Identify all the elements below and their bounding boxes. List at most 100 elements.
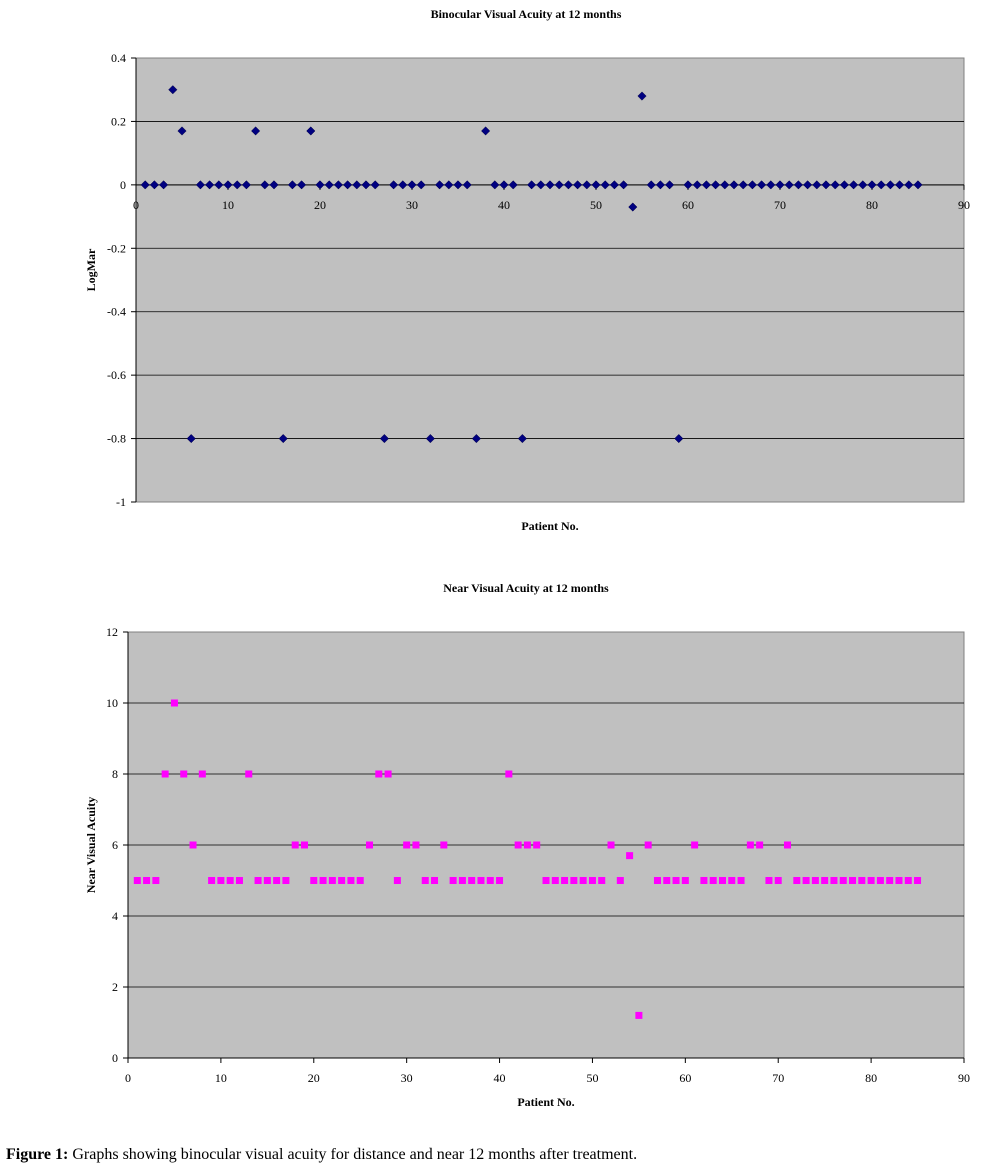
data-point [398, 180, 408, 190]
data-point [254, 877, 262, 884]
data-point [737, 877, 745, 884]
data-point [570, 877, 578, 884]
data-point [189, 841, 197, 849]
data-point [886, 877, 894, 884]
data-point [453, 180, 463, 190]
data-point [287, 180, 297, 190]
data-point [389, 180, 399, 190]
data-point [554, 180, 564, 190]
data-point [251, 126, 261, 136]
data-point [588, 877, 596, 884]
data-point [161, 770, 169, 778]
data-point [343, 180, 353, 190]
data-point [328, 877, 336, 884]
data-point [867, 877, 875, 884]
chart-1-title: Binocular Visual Acuity at 12 months [431, 7, 622, 21]
data-point [170, 699, 178, 707]
data-point [361, 180, 371, 190]
data-point [573, 180, 583, 190]
data-point [876, 877, 884, 884]
data-point [672, 877, 680, 884]
data-point [499, 180, 509, 190]
data-point [646, 180, 656, 190]
figure-caption-label: Figure 1: [6, 1146, 69, 1163]
data-point [425, 434, 435, 444]
data-point [310, 877, 318, 884]
y-tick-label: 6 [112, 838, 118, 852]
x-tick-label: 90 [958, 1071, 970, 1085]
data-point [208, 877, 216, 884]
data-point [508, 180, 518, 190]
chart-2-title: Near Visual Acuity at 12 months [443, 581, 609, 595]
chart-1-data-points [140, 85, 923, 444]
data-point [551, 877, 559, 884]
data-point [561, 877, 569, 884]
data-point [849, 877, 857, 884]
data-point [195, 180, 205, 190]
data-point [333, 180, 343, 190]
data-point [338, 877, 346, 884]
data-point [486, 877, 494, 884]
data-point [757, 180, 767, 190]
data-point [245, 770, 253, 778]
data-point [709, 877, 717, 884]
x-tick-label: 0 [133, 198, 139, 212]
data-point [536, 180, 546, 190]
data-point [839, 180, 849, 190]
y-tick-label: -0.4 [107, 305, 126, 319]
data-point [471, 434, 481, 444]
y-tick-label: -0.2 [107, 241, 126, 255]
chart-2-gridlines [128, 702, 964, 988]
data-point [913, 180, 923, 190]
data-point [720, 180, 730, 190]
y-tick-label: 0 [112, 1051, 118, 1065]
data-point [352, 180, 362, 190]
data-point [481, 126, 491, 136]
data-point [867, 180, 877, 190]
data-point [858, 180, 868, 190]
chart-near-visual-acuity: Near Visual Acuity at 12 months 12 10 8 6 4 2… [84, 581, 970, 1109]
data-point [876, 180, 886, 190]
chart-2-y-ticks: 12 10 8 6 4 2 0 [106, 625, 129, 1065]
x-tick-label: 40 [494, 1071, 506, 1085]
data-point [803, 180, 813, 190]
data-point [700, 877, 708, 884]
data-point [858, 877, 866, 884]
data-point [347, 877, 355, 884]
data-point [177, 126, 187, 136]
data-point [407, 180, 417, 190]
data-point [619, 180, 629, 190]
data-point [273, 877, 281, 884]
figure-caption-text: Graphs showing binocular visual acuity f… [68, 1146, 638, 1163]
data-point [324, 180, 334, 190]
data-point [140, 180, 150, 190]
data-point [545, 180, 555, 190]
data-point [366, 841, 374, 849]
data-point [885, 180, 895, 190]
data-point [756, 841, 764, 849]
data-point [379, 434, 389, 444]
data-point [775, 180, 785, 190]
data-point [542, 877, 550, 884]
x-tick-label: 70 [774, 198, 786, 212]
data-point [232, 180, 242, 190]
data-point [435, 180, 445, 190]
data-point [718, 877, 726, 884]
chart-binocular-visual-acuity: Binocular Visual Acuity at 12 months 0.4… [84, 7, 970, 533]
data-point [533, 841, 541, 849]
data-point [821, 180, 831, 190]
data-point [653, 877, 661, 884]
y-tick-label: -0.6 [107, 368, 126, 382]
x-tick-label: 20 [314, 198, 326, 212]
data-point [205, 180, 215, 190]
data-point [159, 180, 169, 190]
chart-2-data-points [133, 699, 922, 1019]
data-point [315, 180, 325, 190]
data-point [269, 180, 279, 190]
data-point [260, 180, 270, 190]
data-point [186, 434, 196, 444]
data-point [747, 180, 757, 190]
x-tick-label: 60 [679, 1071, 691, 1085]
data-point [830, 877, 838, 884]
